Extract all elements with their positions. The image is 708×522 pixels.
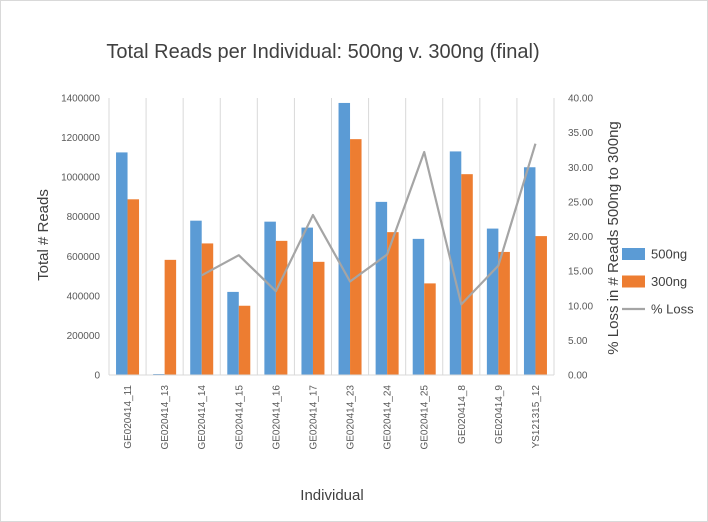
y2-tick-label: 30.00 — [568, 163, 593, 174]
bar-300ng-GE020414_16 — [275, 240, 288, 375]
y-tick-label: 1000000 — [61, 173, 100, 184]
y-tick-label: 200000 — [67, 331, 101, 342]
y-tick-label: 400000 — [67, 291, 101, 302]
bar-500ng-GE020414_25 — [412, 238, 425, 375]
bar-500ng-GE020414_23 — [338, 102, 351, 376]
x-tick-label: GE020414_15 — [234, 385, 245, 450]
bar-300ng-GE020414_24 — [387, 232, 399, 375]
bar-500ng-YS121315_12 — [523, 167, 536, 375]
bar-300ng-GE020414_13 — [164, 259, 177, 375]
bar-500ng-GE020414_15 — [227, 291, 239, 375]
x-tick-label: GE020414_8 — [457, 385, 468, 444]
bar-300ng-GE020414_17 — [312, 261, 325, 375]
x-tick-label: GE020414_9 — [494, 385, 505, 444]
y2-tick-label: 20.00 — [568, 232, 593, 243]
bar-500ng-GE020414_14 — [190, 220, 202, 375]
line-series — [201, 143, 537, 306]
bar-300ng-GE020414_15 — [238, 305, 251, 375]
x-tick-label: GE020414_13 — [160, 385, 171, 450]
bar-500ng-GE020414_17 — [301, 227, 313, 375]
y-tick-label: 600000 — [67, 252, 101, 263]
bar-300ng-GE020414_25 — [424, 283, 436, 375]
y2-tick-label: 25.00 — [568, 197, 593, 208]
x-tick-label: GE020414_25 — [420, 385, 431, 450]
x-tick-label: GE020414_16 — [271, 385, 282, 450]
bar-500ng-GE020414_24 — [375, 201, 388, 375]
bar-300ng-YS121315_12 — [535, 236, 547, 375]
bar-500ng-GE020414_9 — [486, 228, 499, 375]
y2-axis-title: % Loss in # Reads 500ng to 300ng — [605, 121, 622, 355]
bar-500ng-GE020414_16 — [264, 221, 276, 375]
y-axis-title: Total # Reads — [35, 189, 52, 281]
y2-tick-label: 35.00 — [568, 128, 593, 139]
x-tick-label: GE020414_11 — [123, 385, 134, 449]
y2-axis-ticks: 0.00 5.00 10.00 15.00 20.00 25.00 30.00 35.00 40… — [568, 94, 593, 382]
legend-label: 500ng — [651, 247, 687, 262]
bar-300ng-GE020414_9 — [498, 251, 510, 375]
x-tick-label: GE020414_17 — [308, 385, 319, 450]
y-tick-label: 800000 — [67, 212, 101, 223]
bar-500ng-GE020414_11 — [116, 152, 128, 375]
x-axis-ticks: GE020414_11 GE020414_13 GE020414_14 GE02041… — [123, 385, 542, 450]
bar-series — [116, 102, 547, 376]
gridlines — [108, 98, 555, 375]
y-tick-label: 0 — [94, 371, 100, 382]
x-tick-label: GE020414_23 — [346, 385, 357, 450]
bar-500ng-GE020414_8 — [449, 151, 462, 375]
legend-swatch-300ng — [622, 275, 645, 288]
bar-300ng-GE020414_8 — [461, 174, 473, 375]
y2-tick-label: 5.00 — [568, 336, 588, 347]
y2-tick-label: 0.00 — [568, 371, 588, 382]
bar-300ng-GE020414_11 — [127, 199, 140, 375]
x-tick-label: GE020414_14 — [197, 385, 208, 450]
y-tick-label: 1400000 — [61, 94, 100, 105]
line-series-loss — [201, 143, 537, 306]
x-axis-title: Individual — [300, 487, 363, 504]
y-axis-ticks: 0 200000 400000 600000 800000 1000000 1200000 1… — [61, 94, 100, 382]
x-tick-label: YS121315_12 — [531, 385, 542, 449]
legend-label: % Loss — [651, 302, 694, 317]
y2-tick-label: 40.00 — [568, 94, 593, 105]
y2-tick-label: 10.00 — [568, 301, 593, 312]
chart-title: Total Reads per Individual: 500ng v. 300… — [106, 41, 539, 63]
legend-label: 300ng — [651, 274, 687, 289]
x-tick-label: GE020414_24 — [383, 385, 394, 450]
y-tick-label: 1200000 — [61, 133, 100, 144]
legend: 500ng 300ng % Loss — [622, 247, 694, 317]
bar-300ng-GE020414_23 — [350, 139, 362, 375]
bar-300ng-GE020414_14 — [201, 243, 214, 375]
legend-swatch-500ng — [622, 248, 645, 260]
y2-tick-label: 15.00 — [568, 267, 593, 278]
